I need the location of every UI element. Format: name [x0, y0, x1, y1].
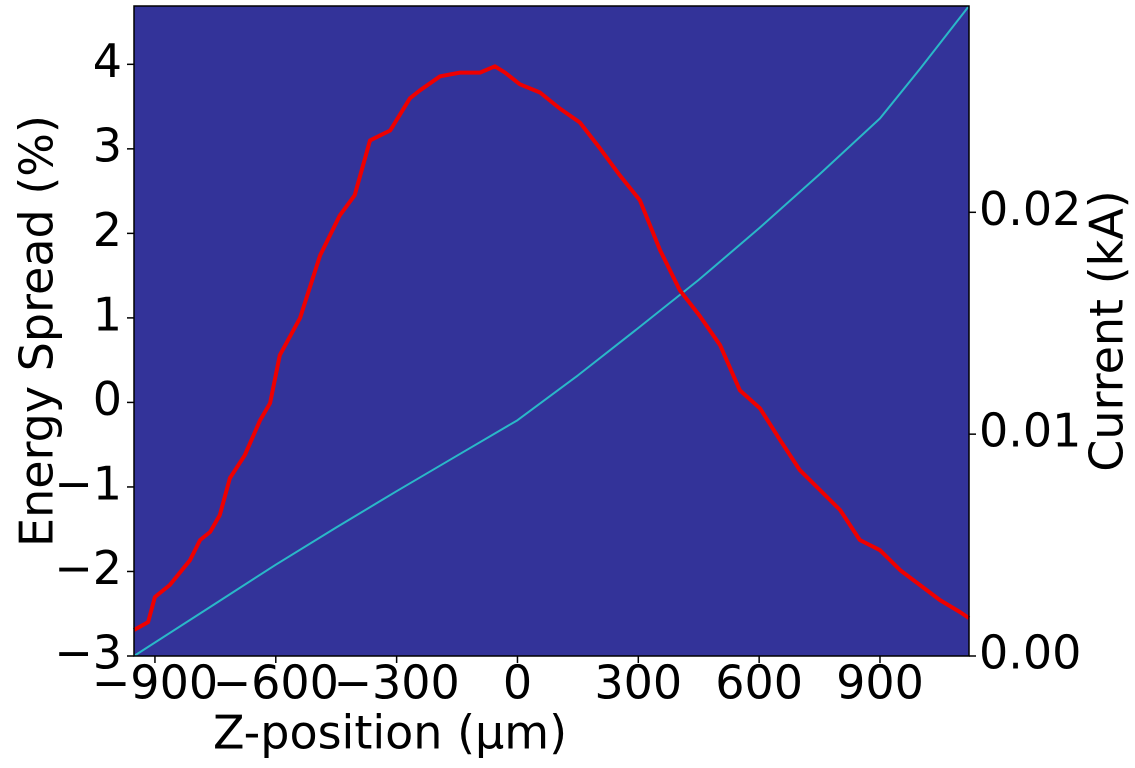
plot-background [134, 6, 969, 656]
y-axis-label: Energy Spread (%) [10, 115, 64, 547]
y-tick-label: 0 [93, 372, 122, 426]
y-tick-label: −2 [54, 541, 122, 595]
x-tick-label: −300 [333, 656, 459, 710]
plot-frame [133, 5, 970, 657]
x-tick-label: −600 [213, 656, 339, 710]
y2-tick-label: 0.02 [979, 182, 1081, 236]
y-tick-label: 3 [93, 118, 122, 172]
y-tick-label: 1 [93, 287, 122, 341]
y-tick-label: −3 [54, 626, 122, 680]
y2-tick-label: 0.01 [979, 404, 1081, 458]
y-tick-label: −1 [54, 456, 122, 510]
series-line [133, 64, 971, 632]
series-line [133, 5, 970, 657]
x-tick-label: 0 [503, 656, 532, 710]
y-tick-label: 2 [93, 203, 122, 257]
y2-tick-label: 0.00 [979, 626, 1081, 680]
x-axis-label: Z-position (µm) [213, 706, 567, 760]
y2-axis-label: Current (kA) [1080, 190, 1134, 471]
x-tick-label: 600 [715, 656, 803, 710]
x-tick-label: 900 [836, 656, 924, 710]
y-tick-label: 4 [93, 34, 122, 88]
x-tick-label: 300 [594, 656, 682, 710]
x-tick-label: −900 [92, 656, 218, 710]
